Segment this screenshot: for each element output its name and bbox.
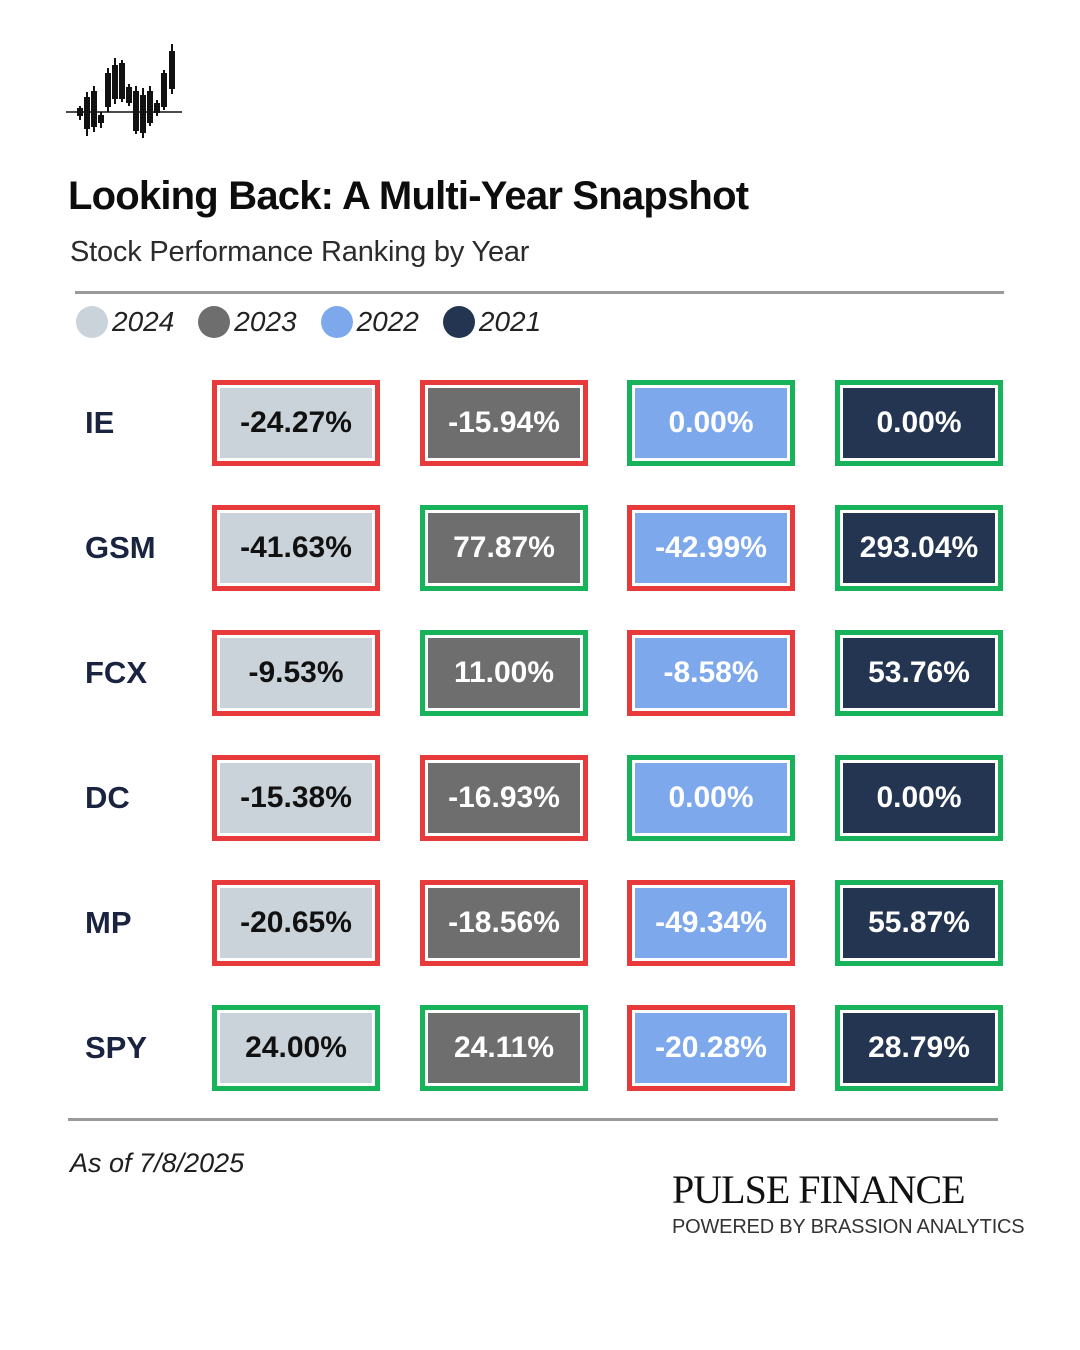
row-label-ie: IE (85, 405, 115, 440)
value-label: 0.00% (843, 763, 995, 833)
value-cell-dc-2021: 0.00% (835, 755, 1003, 841)
value-label: -20.28% (635, 1013, 787, 1083)
legend-dot (76, 306, 108, 338)
top-divider (75, 291, 1004, 294)
value-cell-dc-2022: 0.00% (627, 755, 795, 841)
value-cell-ie-2024: -24.27% (212, 380, 380, 466)
value-cell-mp-2021: 55.87% (835, 880, 1003, 966)
row-label-gsm: GSM (85, 530, 156, 565)
row-label-spy: SPY (85, 1030, 148, 1065)
legend-label: 2022 (356, 306, 419, 337)
value-label: -8.58% (635, 638, 787, 708)
value-label: -9.53% (220, 638, 372, 708)
value-cell-ie-2023: -15.94% (420, 380, 588, 466)
bottom-divider (68, 1118, 998, 1121)
value-label: 11.00% (428, 638, 580, 708)
legend-item-2024: 2024 (76, 306, 174, 338)
chart-subtitle: Stock Performance Ranking by Year (70, 236, 530, 268)
value-label: -18.56% (428, 888, 580, 958)
value-cell-mp-2024: -20.65% (212, 880, 380, 966)
value-cell-spy-2021: 28.79% (835, 1005, 1003, 1091)
candlestick-logo-icon (66, 44, 182, 138)
value-cell-fcx-2024: -9.53% (212, 630, 380, 716)
value-cell-gsm-2023: 77.87% (420, 505, 588, 591)
legend-label: 2023 (234, 306, 297, 337)
value-label: -15.94% (428, 388, 580, 458)
value-cell-mp-2022: -49.34% (627, 880, 795, 966)
value-cell-fcx-2021: 53.76% (835, 630, 1003, 716)
value-label: -41.63% (220, 513, 372, 583)
value-cell-gsm-2022: -42.99% (627, 505, 795, 591)
brand-name: PULSE FINANCE (672, 1167, 966, 1212)
value-label: -15.38% (220, 763, 372, 833)
value-label: 293.04% (843, 513, 995, 583)
value-cell-dc-2023: -16.93% (420, 755, 588, 841)
value-label: 24.00% (220, 1013, 372, 1083)
legend-item-2023: 2023 (198, 306, 297, 338)
value-cell-dc-2024: -15.38% (212, 755, 380, 841)
row-label-mp: MP (85, 905, 132, 940)
value-label: -42.99% (635, 513, 787, 583)
value-label: 0.00% (635, 763, 787, 833)
legend-label: 2024 (112, 306, 175, 337)
row-label-fcx: FCX (85, 655, 147, 690)
row-label-dc: DC (85, 780, 130, 815)
chart-title: Looking Back: A Multi-Year Snapshot (68, 174, 749, 218)
value-cell-ie-2021: 0.00% (835, 380, 1003, 466)
value-label: 0.00% (843, 388, 995, 458)
value-cell-ie-2022: 0.00% (627, 380, 795, 466)
value-label: 0.00% (635, 388, 787, 458)
legend-label: 2021 (478, 306, 542, 337)
legend-item-2022: 2022 (320, 306, 419, 338)
value-label: 28.79% (843, 1013, 995, 1083)
value-label: 53.76% (843, 638, 995, 708)
value-cell-fcx-2022: -8.58% (627, 630, 795, 716)
legend-dot (442, 306, 475, 338)
legend-dot (198, 306, 231, 338)
value-cell-gsm-2024: -41.63% (212, 505, 380, 591)
legend: 2024 2023 2022 2021 (76, 305, 565, 339)
value-cell-fcx-2023: 11.00% (420, 630, 588, 716)
legend-dot (320, 306, 353, 338)
value-label: 24.11% (428, 1013, 580, 1083)
legend-item-2021: 2021 (442, 306, 542, 338)
as-of-date: As of 7/8/2025 (70, 1148, 245, 1178)
value-cell-spy-2023: 24.11% (420, 1005, 588, 1091)
value-label: 77.87% (428, 513, 580, 583)
value-cell-spy-2024: 24.00% (212, 1005, 380, 1091)
value-cell-gsm-2021: 293.04% (835, 505, 1003, 591)
value-label: 55.87% (843, 888, 995, 958)
brand-tagline: POWERED BY BRASSION ANALYTICS (672, 1216, 1025, 1238)
value-label: -20.65% (220, 888, 372, 958)
value-label: -24.27% (220, 388, 372, 458)
value-cell-spy-2022: -20.28% (627, 1005, 795, 1091)
value-label: -49.34% (635, 888, 787, 958)
value-label: -16.93% (428, 763, 580, 833)
value-cell-mp-2023: -18.56% (420, 880, 588, 966)
